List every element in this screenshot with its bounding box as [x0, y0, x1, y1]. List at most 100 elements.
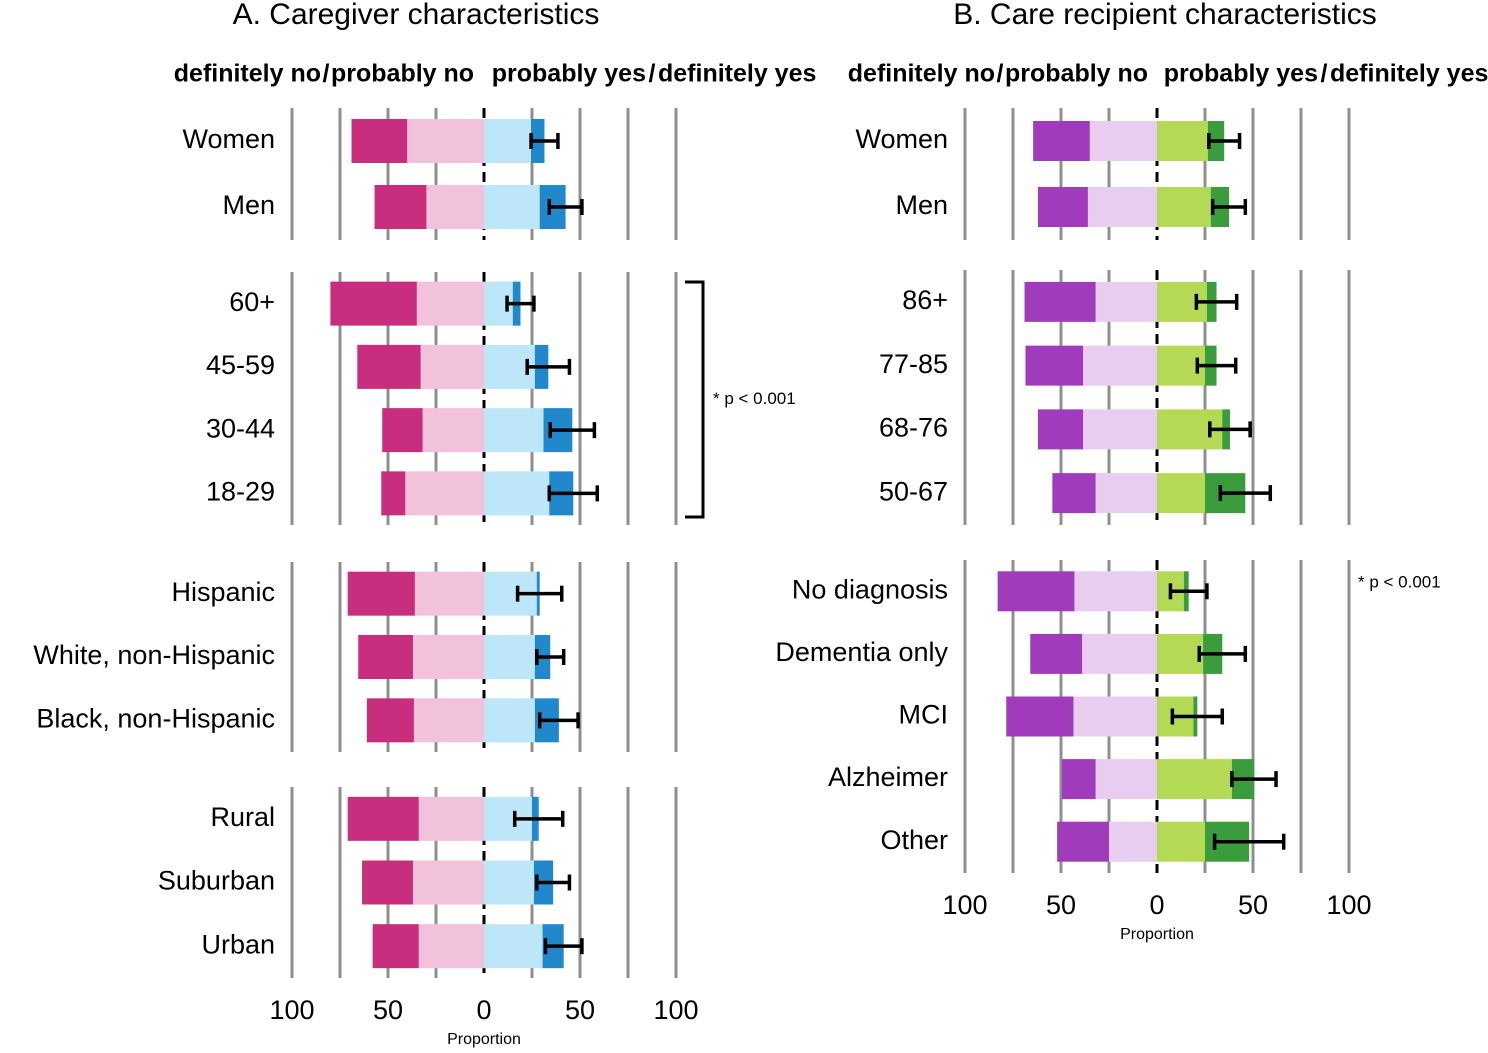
panel-title: A. Caregiver characteristics [233, 0, 600, 31]
bar-segment [1073, 696, 1157, 737]
bar-segment [358, 635, 413, 679]
bar-segment [1095, 473, 1157, 514]
bar-segment [1082, 633, 1157, 674]
error-bar [515, 585, 564, 602]
error-bar [547, 485, 600, 502]
error-bar [529, 133, 560, 149]
bar-segment [418, 796, 484, 841]
error-bar [512, 810, 565, 827]
legend-label: probably no [331, 60, 474, 88]
category-label: Women [855, 124, 948, 154]
bar-segment [1095, 281, 1157, 322]
bar-segment [1157, 187, 1211, 227]
bracket [685, 280, 705, 519]
category-label: Men [222, 190, 275, 220]
bar-segment [1089, 121, 1157, 161]
bar-segment [1061, 759, 1096, 800]
bar-segment [357, 344, 421, 389]
bar-segment [484, 185, 540, 229]
error-bar [1197, 645, 1248, 662]
error-bar [1168, 583, 1209, 600]
x-axis-label: Proportion [1120, 926, 1194, 943]
category-label: 86+ [902, 285, 948, 315]
bar-segment [484, 860, 534, 905]
bar-segment [366, 698, 414, 743]
bar-segment [412, 635, 484, 679]
legend-label: definitely yes [658, 60, 816, 88]
legend-label: probably yes [492, 60, 646, 88]
bar-segment [1157, 473, 1205, 514]
bar-segment [1006, 696, 1074, 737]
bar-segment [405, 471, 484, 516]
error-bar [1170, 708, 1225, 725]
bar-segment [1095, 759, 1157, 800]
bar-segment [484, 698, 535, 743]
category-label: Women [182, 124, 275, 154]
bar-segment [1074, 571, 1157, 612]
error-bar [1218, 485, 1273, 502]
category-label: 50-67 [879, 476, 948, 506]
bar-segment [1052, 473, 1096, 514]
category-label: 45-59 [206, 350, 275, 380]
x-tick-label: 50 [1046, 890, 1076, 920]
error-bar [525, 358, 572, 375]
error-bar [1207, 133, 1242, 149]
legend-label: definitely no [848, 60, 995, 88]
bar-segment [362, 860, 413, 905]
bar-segment [1157, 759, 1232, 800]
bar-segment [1030, 633, 1083, 674]
error-bar [537, 712, 580, 729]
bar-segment [1024, 281, 1096, 322]
legend-separator: / [649, 60, 656, 88]
panel-title: B. Care recipient characteristics [953, 0, 1377, 31]
bar-segment [484, 471, 550, 516]
bar-segment [422, 408, 484, 453]
bar-segment [1037, 409, 1084, 450]
bar-segment [1083, 345, 1157, 386]
bar-segment [351, 119, 408, 163]
bar-segment [484, 408, 544, 453]
bar-segment [1037, 187, 1088, 227]
bar-segment [413, 698, 484, 743]
bar-segment [1057, 821, 1109, 862]
bar-segment [420, 344, 484, 389]
legend-separator: / [323, 60, 330, 88]
category-label: 60+ [229, 287, 275, 317]
x-tick-label: 50 [1238, 890, 1268, 920]
bar-segment [484, 119, 532, 163]
bar-segment [426, 185, 484, 229]
category-label: Dementia only [775, 637, 948, 667]
error-bar [543, 938, 584, 955]
bar-segment [347, 571, 415, 616]
x-tick-label: 0 [476, 995, 491, 1025]
bar-segment [330, 281, 417, 326]
bar-segment [1157, 821, 1205, 862]
bar-segment [382, 408, 423, 453]
category-label: 68-76 [879, 413, 948, 443]
legend-label: definitely yes [1330, 60, 1488, 88]
category-label: Suburban [158, 866, 275, 896]
bar-segment [407, 119, 484, 163]
category-label: Other [880, 825, 948, 855]
category-label: No diagnosis [792, 574, 948, 604]
category-label: 18-29 [206, 477, 275, 507]
category-label: Men [895, 190, 948, 220]
bar-segment [381, 471, 406, 516]
category-label: Alzheimer [828, 762, 948, 792]
legend-label: probably yes [1164, 60, 1318, 88]
bar-segment [416, 281, 484, 326]
category-label: 30-44 [206, 413, 275, 443]
error-bar [547, 199, 584, 215]
legend-separator: / [997, 60, 1004, 88]
category-label: Hispanic [171, 577, 275, 607]
bar-segment [1157, 633, 1204, 674]
bar-segment [484, 635, 535, 679]
x-tick-label: 100 [653, 995, 698, 1025]
x-tick-label: 0 [1149, 890, 1164, 920]
x-axis-label: Proportion [447, 1031, 521, 1048]
category-label: 77-85 [879, 349, 948, 379]
error-bar [548, 422, 597, 439]
legend-separator: / [1321, 60, 1328, 88]
x-tick-label: 100 [269, 995, 314, 1025]
x-tick-label: 50 [565, 995, 595, 1025]
